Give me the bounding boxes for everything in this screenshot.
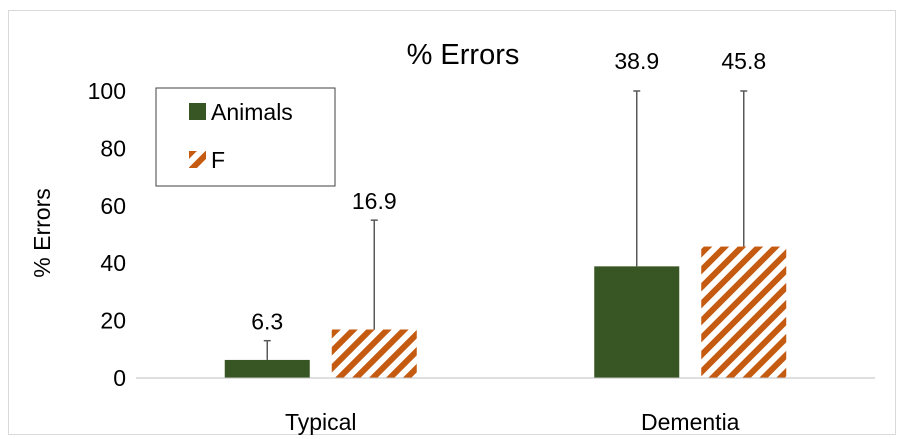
y-tick-label-0: 0 [113,365,126,391]
bar-f-dementia [701,246,787,378]
bar-animals-typical [224,359,310,378]
bar-animals-dementia [594,266,680,378]
legend-swatch-f [189,151,206,168]
y-axis-label: % Errors [29,188,55,277]
data-label-f-dementia: 45.8 [721,48,766,74]
bars [224,246,787,378]
error-bars [263,90,748,360]
y-tick-label-80: 80 [100,135,126,161]
legend-label-f: F [211,147,225,173]
y-tick-label-60: 60 [100,193,126,219]
chart-title: % Errors [407,39,520,71]
bar-f-typical [331,329,417,378]
legend-swatch-animals [189,103,206,120]
legend: Animals F [155,87,336,187]
legend-box [155,87,336,187]
data-labels: 6.3 16.9 38.9 45.8 [251,48,766,335]
y-tick-label-100: 100 [88,78,126,104]
x-tick-label-dementia: Dementia [641,409,740,435]
y-tick-label-20: 20 [100,308,126,334]
y-tick-label-40: 40 [100,250,126,276]
y-axis-ticks: 0 20 40 60 80 100 [88,78,126,391]
data-label-animals-dementia: 38.9 [614,48,659,74]
legend-label-animals: Animals [211,99,293,125]
data-label-animals-typical: 6.3 [251,309,283,335]
x-tick-label-typical: Typical [285,409,357,435]
x-axis-ticks: Typical Dementia [285,409,740,435]
data-label-f-typical: 16.9 [352,188,397,214]
